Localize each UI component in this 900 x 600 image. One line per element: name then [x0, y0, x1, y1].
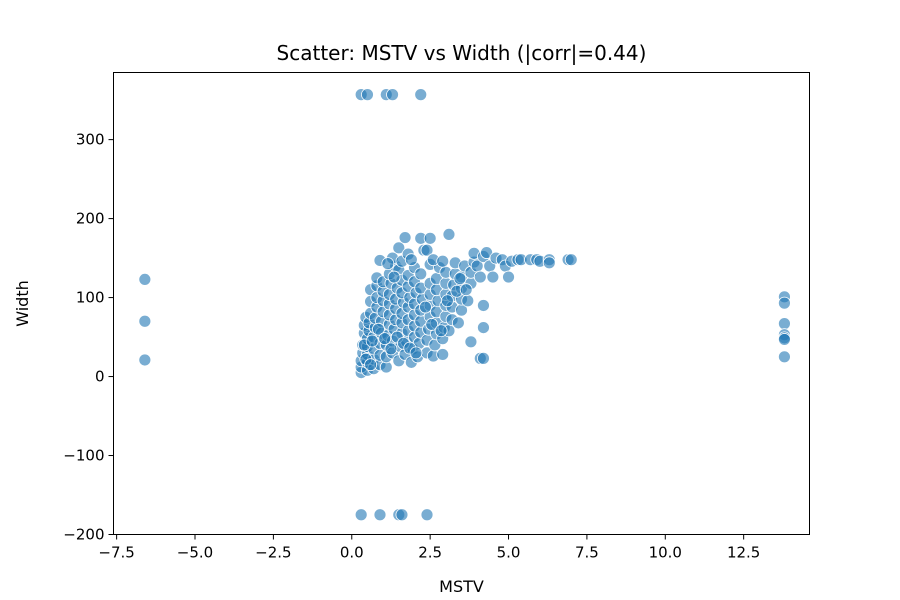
- x-tick-label: −7.5: [98, 544, 134, 562]
- scatter-point: [138, 273, 152, 286]
- scatter-point: [354, 508, 368, 522]
- scatter-point: [395, 508, 409, 522]
- scatter-point: [387, 270, 401, 284]
- scatter-point: [423, 231, 437, 245]
- x-axis: −7.5 −5.0 −2.5 0.0 2.5 5.0 7.5 10.0 12.5: [98, 534, 760, 562]
- scatter-point: [461, 294, 475, 308]
- scatter-point: [365, 334, 379, 348]
- scatter-point: [361, 88, 374, 102]
- scatter-point: [477, 299, 490, 312]
- y-tick-label: 200: [76, 210, 105, 228]
- scatter-point: [464, 335, 478, 349]
- x-tick-label: 0.0: [340, 544, 364, 562]
- scatter-point: [420, 508, 434, 522]
- scatter-point: [404, 253, 418, 267]
- y-tick-label: 0: [95, 368, 105, 386]
- scatter-point: [480, 246, 493, 259]
- plot-frame: [113, 72, 810, 535]
- x-tick-label: −2.5: [255, 544, 291, 562]
- scatter-point: [419, 300, 432, 314]
- points-layer: [138, 88, 791, 522]
- scatter-point: [392, 241, 406, 255]
- scatter-point: [778, 333, 791, 346]
- scatter-point: [138, 353, 152, 367]
- scatter-point: [440, 294, 454, 308]
- x-tick-label: 12.5: [727, 544, 760, 562]
- scatter-point: [486, 270, 500, 284]
- scatter-point: [453, 272, 467, 286]
- chart-title: Scatter: MSTV vs Width (|corr|=0.44): [277, 41, 647, 65]
- scatter-point: [434, 324, 448, 338]
- scatter-point: [384, 342, 398, 356]
- scatter-point: [364, 358, 377, 372]
- scatter-point: [778, 296, 791, 310]
- y-axis: −200 −100 0 100 200 300: [63, 131, 114, 544]
- scatter-point: [378, 332, 392, 346]
- scatter-point: [459, 283, 473, 297]
- scatter-point: [473, 270, 487, 284]
- scatter-point: [477, 351, 490, 365]
- scatter-point: [477, 321, 490, 334]
- scatter-point: [778, 350, 791, 364]
- x-tick-label: 2.5: [418, 544, 442, 562]
- x-tick-label: 7.5: [575, 544, 599, 562]
- scatter-point: [420, 243, 434, 257]
- scatter-point: [778, 317, 791, 331]
- y-axis-label: Width: [13, 280, 32, 326]
- scatter-point: [442, 227, 456, 241]
- scatter-point: [381, 257, 395, 271]
- y-tick-label: 300: [76, 131, 105, 149]
- scatter-point: [502, 270, 515, 284]
- y-tick-label: 100: [76, 289, 105, 307]
- scatter-point: [414, 88, 428, 102]
- scatter-point: [409, 346, 423, 360]
- x-tick-label: 5.0: [497, 544, 521, 562]
- scatter-point: [425, 318, 439, 331]
- scatter-point: [542, 256, 556, 270]
- scatter-point: [372, 322, 385, 336]
- scatter-point: [398, 231, 412, 244]
- scatter-point: [373, 508, 387, 522]
- x-axis-label: MSTV: [439, 577, 484, 596]
- x-tick-label: 10.0: [649, 544, 682, 562]
- scatter-point: [436, 348, 450, 361]
- scatter-point: [386, 88, 399, 102]
- y-tick-label: −200: [63, 526, 104, 544]
- scatter-point: [451, 316, 465, 330]
- scatter-point: [414, 267, 428, 281]
- scatter-point: [564, 253, 578, 267]
- scatter-point: [138, 314, 152, 328]
- x-tick-label: −5.0: [177, 544, 213, 562]
- y-tick-label: −100: [63, 447, 104, 465]
- scatter-point: [436, 254, 450, 268]
